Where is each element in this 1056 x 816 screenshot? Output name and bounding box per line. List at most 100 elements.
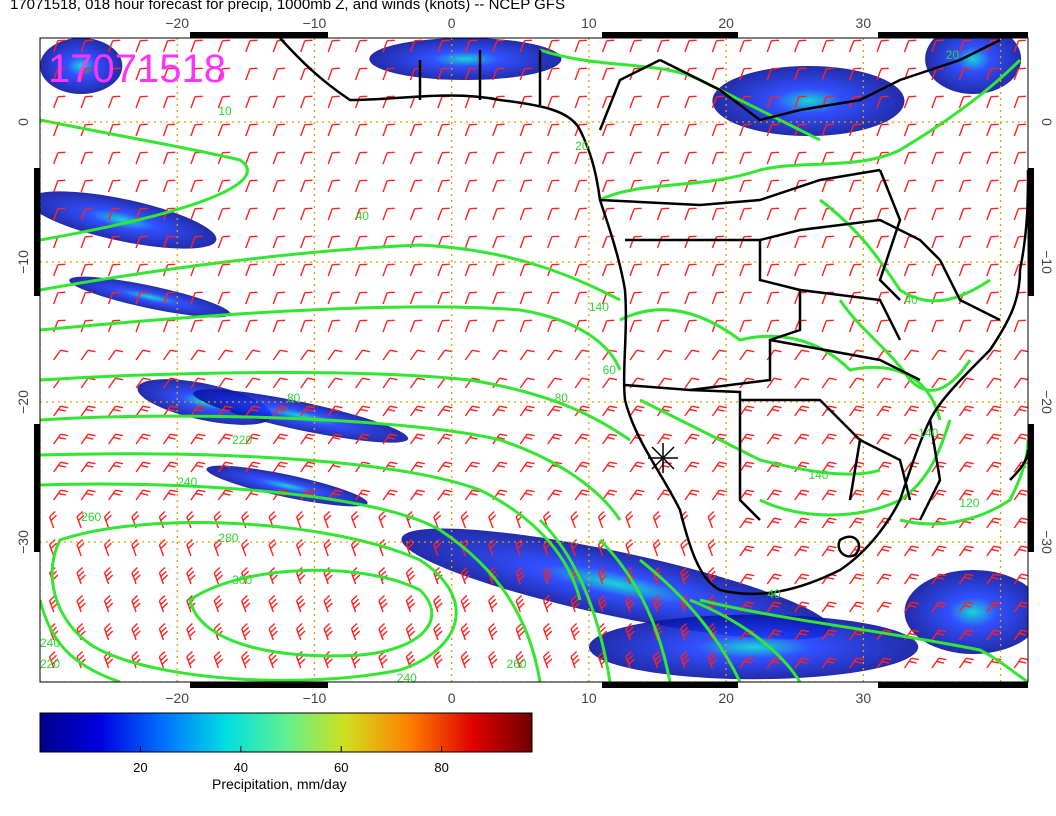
wind-barb (821, 545, 837, 557)
wind-barb (684, 461, 700, 473)
wind-barb (986, 67, 999, 81)
wind-barb (794, 657, 810, 669)
wind-barb (382, 67, 395, 81)
wind-barb (190, 95, 203, 109)
graticule (40, 38, 1028, 682)
wind-barb (821, 461, 837, 473)
wind-barb (542, 651, 553, 669)
wind-barb (821, 489, 837, 501)
wind-barb (300, 461, 316, 473)
wind-barb (107, 151, 121, 165)
contour-line (639, 398, 881, 476)
contour-line (689, 598, 802, 682)
wind-barb (519, 39, 533, 53)
wind-barb (217, 235, 231, 249)
wind-barb (903, 319, 917, 333)
wind-barb (354, 235, 368, 249)
wind-barb (190, 67, 203, 81)
wind-barb (135, 123, 148, 137)
wind-barb (300, 235, 313, 249)
wind-barb (794, 629, 810, 641)
wind-barb (190, 405, 206, 417)
wind-barb (272, 319, 286, 333)
wind-barb (711, 461, 727, 473)
wind-barb (547, 405, 563, 417)
wind-barb (684, 263, 697, 277)
wind-barb (464, 319, 478, 333)
wind-barb (135, 151, 148, 165)
wind-barb (739, 319, 752, 333)
wind-barb (272, 123, 286, 137)
wind-barb (707, 567, 718, 585)
wind-barb (355, 377, 371, 389)
country-border (418, 50, 661, 131)
wind-barb (656, 263, 670, 277)
wind-barb (213, 539, 222, 557)
wind-barb (158, 539, 167, 557)
wind-barb (295, 511, 305, 529)
wind-barb (464, 39, 478, 53)
wind-barb (547, 291, 560, 305)
wind-barb (519, 291, 533, 305)
wind-barb (574, 263, 587, 277)
lat-tick-label-right: 0 (1039, 118, 1055, 126)
contour-line (598, 538, 672, 682)
wind-barb (272, 349, 288, 361)
wind-barb (433, 623, 443, 641)
wind-barb (162, 405, 178, 417)
wind-barb (707, 539, 716, 557)
wind-barb (958, 573, 974, 585)
wind-barb (931, 489, 947, 501)
wind-barb (958, 489, 974, 501)
wind-barb (629, 489, 645, 501)
wind-barb (80, 349, 96, 361)
wind-barb (739, 67, 752, 81)
wind-barb (327, 349, 343, 361)
wind-barb (464, 67, 478, 81)
wind-barb (711, 123, 725, 137)
wind-barb (300, 39, 313, 53)
wind-barb (80, 179, 93, 193)
wind-barb (131, 623, 141, 641)
wind-barb (931, 207, 944, 221)
precip-area-congo-band (712, 66, 905, 136)
wind-barb (1013, 489, 1028, 501)
wind-barb (1013, 39, 1027, 53)
wind-barb (217, 207, 231, 221)
wind-barb (821, 629, 837, 641)
wind-barb (684, 433, 700, 445)
contour-label: 80 (555, 391, 569, 405)
wind-barb (656, 235, 670, 249)
wind-barb (217, 461, 233, 473)
wind-barb (492, 461, 508, 473)
lat-tick-label-left: −20 (15, 390, 31, 414)
wind-barb (903, 151, 917, 165)
wind-barb (80, 39, 93, 53)
wind-barb (217, 39, 231, 53)
contour-label: 40 (905, 293, 919, 307)
wind-barb (739, 39, 752, 53)
wind-barb (848, 207, 862, 221)
wind-barb (107, 67, 121, 81)
contour-label: 220 (232, 433, 252, 447)
date-stamp: 17071518 (48, 47, 226, 91)
contour-label: 120 (959, 496, 979, 510)
precip-area-west-africa-band (40, 38, 123, 94)
wind-barb (958, 657, 974, 669)
wind-barb (739, 657, 755, 669)
wind-barb (80, 207, 93, 221)
wind-barb (327, 405, 343, 417)
wind-barb (53, 461, 69, 473)
wind-barb (903, 573, 919, 585)
wind-barb (245, 39, 258, 53)
wind-barb (629, 461, 645, 473)
contour-label: 20 (946, 48, 960, 62)
wind-barb (464, 235, 478, 249)
contour-label: 260 (507, 657, 527, 671)
wind-barb (684, 489, 700, 501)
country-border (659, 38, 1001, 122)
wind-barb (162, 179, 176, 193)
wind-barb (131, 595, 141, 613)
wind-barb (570, 595, 580, 613)
lat-tick-label-right: −30 (1039, 530, 1055, 554)
